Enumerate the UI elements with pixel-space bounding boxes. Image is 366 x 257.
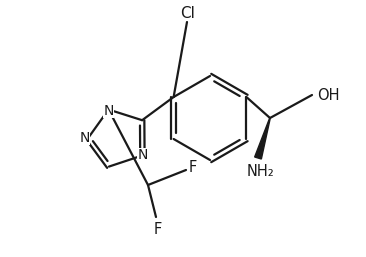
Text: N: N <box>137 149 147 162</box>
Text: Cl: Cl <box>180 5 195 21</box>
Text: N: N <box>80 131 90 145</box>
Polygon shape <box>255 118 270 159</box>
Text: NH₂: NH₂ <box>246 163 274 179</box>
Text: N: N <box>103 104 114 117</box>
Text: OH: OH <box>317 87 339 103</box>
Text: F: F <box>154 222 162 236</box>
Text: F: F <box>189 161 197 176</box>
